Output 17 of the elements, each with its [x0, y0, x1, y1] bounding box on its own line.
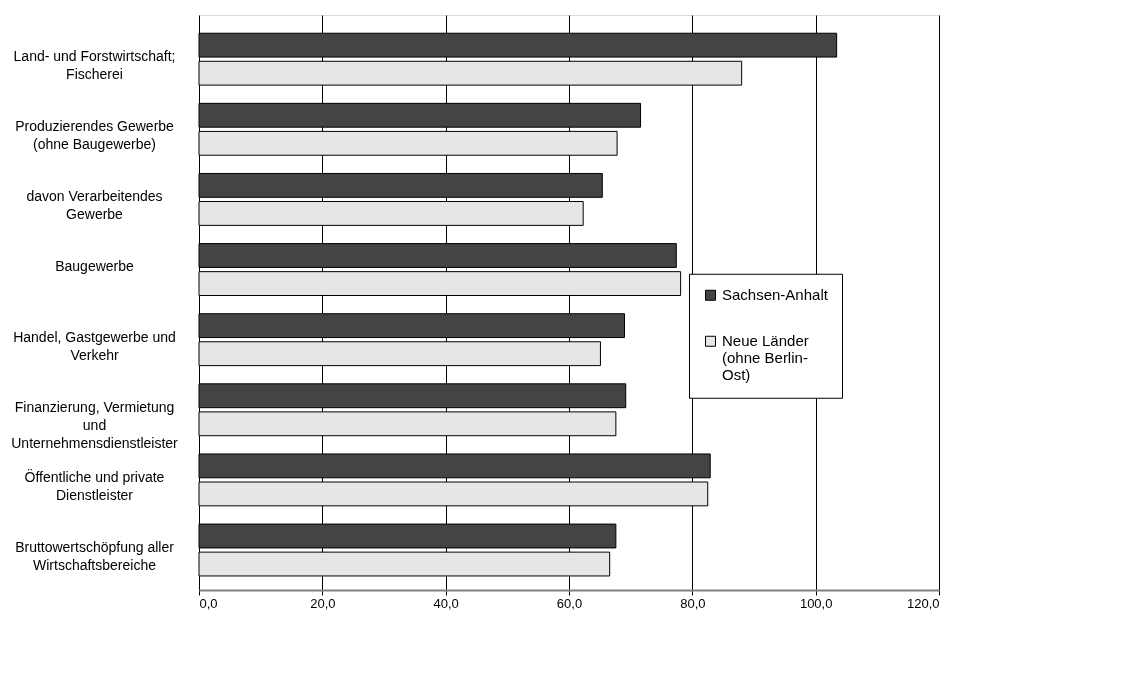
x-tick-label: 20,0: [310, 595, 336, 611]
x-tick-label: 100,0: [799, 595, 833, 611]
y-tick-label: Handel, Gastgewerbe und Verkehr: [13, 328, 176, 363]
y-tick-label: Baugewerbe: [55, 258, 135, 275]
y-tick-label: davon Verarbeitendes Gewerbe: [26, 188, 163, 223]
x-tick-label: 0,0: [199, 595, 218, 611]
y-tick-label: Öffentliche und private Dienstleister: [24, 467, 165, 503]
legend-label: Neue Länder (ohne Berlin-Ost): [722, 332, 809, 384]
x-tick-label: 60,0: [556, 595, 583, 611]
y-tick-label: Land- und Forstwirtschaft; Fischerei: [13, 48, 176, 83]
legend-label: Sachsen-Anhalt: [722, 286, 829, 304]
x-tick-label: 80,0: [680, 595, 706, 611]
y-tick-label: Finanzierung, Vermietung und Unternehmensdienstleister: [11, 398, 179, 451]
y-tick-label: Bruttowertschöpfung aller Wirtschaftsbereiche: [15, 538, 175, 573]
x-tick-label: 120,0: [906, 595, 940, 611]
x-tick-label: 40,0: [433, 595, 459, 611]
y-tick-label: Produzierendes Gewerbe (ohne Baugewerbe): [15, 118, 175, 153]
